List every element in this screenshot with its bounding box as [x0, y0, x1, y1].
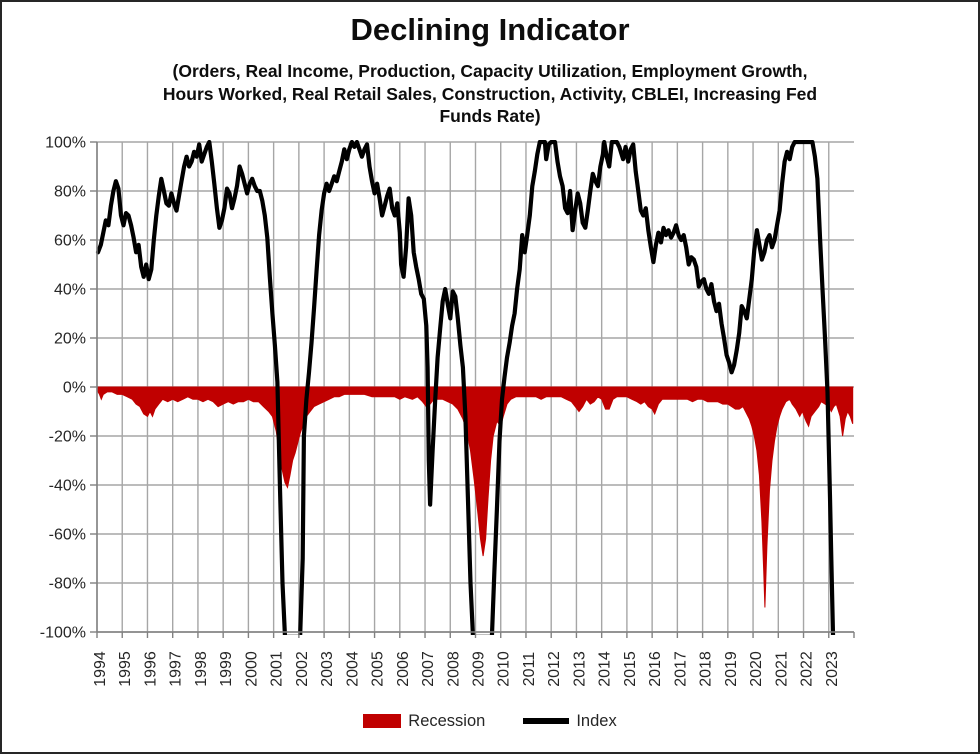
x-tick-label: 2014: [597, 651, 614, 687]
x-tick-label: 1997: [168, 651, 185, 687]
x-tick-label: 2004: [344, 651, 361, 687]
x-tick-label: 2021: [773, 651, 790, 687]
y-tick-label: -80%: [49, 576, 86, 593]
legend-label: Index: [576, 711, 617, 730]
x-tick-label: 2019: [723, 651, 740, 687]
chart-subtitle: (Orders, Real Income, Production, Capaci…: [2, 60, 978, 128]
x-tick-label: 2018: [698, 651, 715, 687]
legend-label: Recession: [408, 711, 486, 730]
y-tick-label: 20%: [54, 331, 86, 348]
x-tick-label: 2002: [294, 651, 311, 687]
x-tick-label: 1998: [193, 651, 210, 687]
x-tick-label: 1995: [117, 651, 134, 687]
x-tick-label: 2009: [471, 651, 488, 687]
x-tick-label: 2012: [546, 651, 563, 687]
chart-legend: Recession Index: [2, 706, 978, 736]
y-tick-label: -40%: [49, 478, 86, 495]
chart-subtitle-line: (Orders, Real Income, Production, Capaci…: [172, 61, 808, 81]
x-tick-label: 2013: [571, 651, 588, 687]
x-tick-label: 2007: [420, 651, 437, 687]
x-tick-label: 1994: [92, 651, 109, 687]
chart-subtitle-line: Hours Worked, Real Retail Sales, Constru…: [162, 83, 818, 104]
y-tick-label: -100%: [40, 625, 86, 642]
recession-area: [97, 386, 854, 608]
x-tick-label: 2005: [370, 651, 387, 687]
x-tick-label: 2023: [824, 651, 841, 687]
y-tick-label: -20%: [49, 429, 86, 446]
index-swatch-icon: [523, 718, 570, 724]
chart-subtitle-line: Funds Rate): [439, 106, 541, 126]
x-tick-label: 2010: [496, 651, 513, 687]
x-tick-label: 2006: [395, 651, 412, 687]
y-tick-label: 40%: [54, 282, 86, 299]
x-tick-label: 2001: [269, 651, 286, 687]
x-tick-label: 2016: [647, 651, 664, 687]
y-tick-label: -60%: [49, 527, 86, 544]
x-tick-label: 2022: [799, 651, 816, 687]
x-tick-label: 2015: [622, 651, 639, 687]
y-tick-label: 100%: [45, 135, 86, 152]
x-tick-label: 2011: [521, 652, 538, 687]
chart-title: Declining Indicator: [350, 12, 630, 47]
x-tick-label: 2017: [672, 651, 689, 687]
legend-item-index: Index: [523, 711, 617, 731]
x-tick-label: 2000: [243, 651, 260, 687]
x-tick-label: 1999: [218, 651, 235, 687]
y-tick-label: 60%: [54, 233, 86, 250]
legend-item-recession: Recession: [363, 712, 485, 731]
y-tick-label: 0%: [63, 380, 86, 397]
index-line: [95, 140, 836, 635]
x-tick-label: 2003: [319, 651, 336, 687]
recession-swatch-icon: [363, 714, 402, 728]
y-tick-label: 80%: [54, 184, 86, 201]
x-tick-label: 1996: [142, 651, 159, 687]
x-tick-label: 2008: [445, 651, 462, 687]
x-tick-label: 2020: [748, 651, 765, 687]
